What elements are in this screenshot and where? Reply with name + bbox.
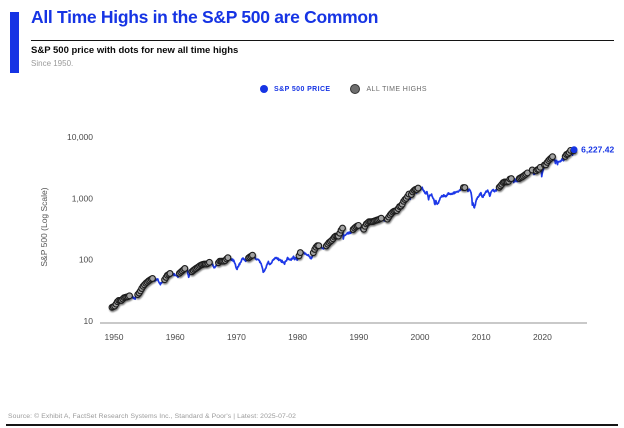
ath-dot [296,249,304,257]
chart-legend: S&P 500 PRICE ALL TIME HIGHS [100,84,587,94]
y-tick-label: 10 [84,316,94,326]
x-tick-label: 1950 [105,332,124,342]
source-attribution: Source: © Exhibit A, FactSet Research Sy… [8,413,296,420]
ath-legend-label: ALL TIME HIGHS [366,85,427,93]
ath-dot [205,258,213,266]
ath-dot [355,221,362,229]
ath-legend-dot-icon [350,84,361,94]
x-tick-label: 1980 [288,332,307,342]
x-tick-label: 2000 [411,332,430,342]
ath-dot [224,254,232,262]
price-legend-label: S&P 500 PRICE [274,85,331,93]
ath-dot [523,169,531,177]
y-axis-title: S&P 500 (Log Scale) [39,187,49,266]
page-title: All Time Highs in the S&P 500 are Common [31,7,379,27]
ath-dot [461,184,469,192]
chart-subtitle: S&P 500 price with dots for new all time… [31,45,239,56]
ath-dot [249,251,256,259]
legend-item-ath: ALL TIME HIGHS [350,84,427,94]
ath-dot [315,242,323,250]
ath-dot [339,224,346,232]
title-accent-bar [10,12,19,73]
x-tick-label: 1960 [166,332,185,342]
ath-dot [166,270,174,277]
footer-divider [6,424,618,426]
last-value-label: 6,227.42 [581,145,614,155]
x-tick-label: 1990 [349,332,368,342]
ath-dot [377,214,385,222]
x-tick-label: 1970 [227,332,246,342]
ath-dot [549,153,556,161]
ath-dot [126,292,133,300]
header-divider [31,40,614,41]
ath-dots-group [108,146,578,311]
ath-dot [414,184,422,192]
chart-since-note: Since 1950. [31,59,74,68]
x-tick-label: 2020 [533,332,552,342]
y-tick-label: 10,000 [67,132,93,142]
ath-dot [507,175,515,183]
ath-dot [181,265,189,272]
ath-dot [149,275,156,282]
legend-item-price: S&P 500 PRICE [260,85,330,93]
y-tick-label: 100 [79,255,93,265]
x-tick-label: 2010 [472,332,491,342]
last-point-dot [570,146,578,154]
price-legend-dot-icon [260,85,269,93]
y-tick-label: 1,000 [72,193,94,203]
